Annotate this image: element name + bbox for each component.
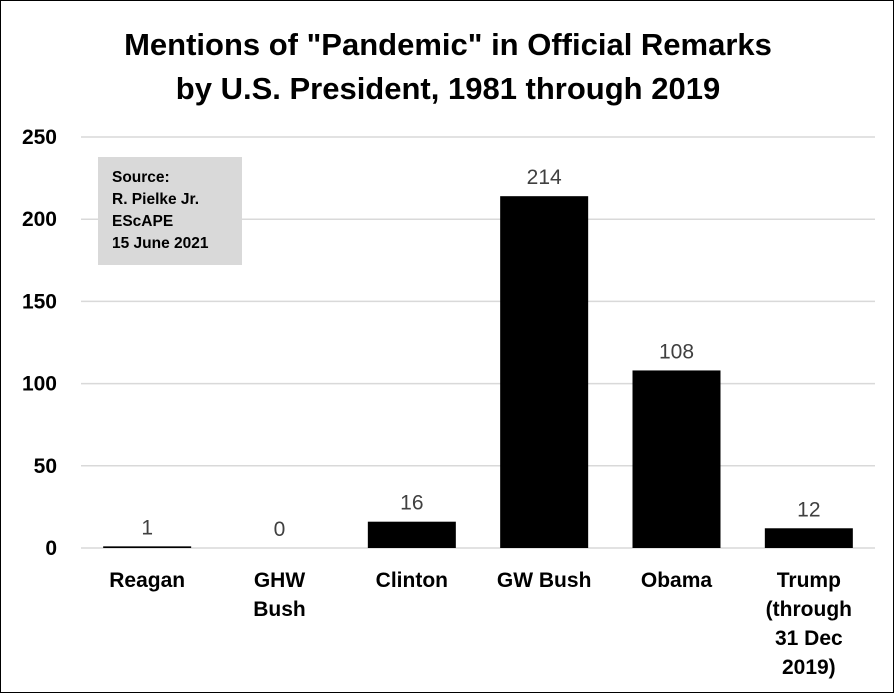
- y-axis-ticks: 0 50 100 150 200 250: [22, 126, 57, 560]
- data-label: 1: [141, 516, 153, 539]
- chart-title-line-1: Mentions of "Pandemic" in Official Remar…: [124, 27, 772, 62]
- bars: [103, 196, 853, 548]
- source-line: Source:: [112, 169, 170, 186]
- chart-title: Mentions of "Pandemic" in Official Remar…: [1, 23, 894, 111]
- data-label: 12: [797, 498, 820, 521]
- y-tick-label: 50: [34, 455, 57, 478]
- data-label: 0: [274, 518, 286, 541]
- category-label: GHW Bush: [253, 569, 306, 621]
- category-label: Obama: [641, 569, 713, 592]
- category-label: Trump (through 31 Dec 2019): [766, 569, 852, 679]
- chart-title-line-2: by U.S. President, 1981 through 2019: [175, 71, 721, 106]
- bar: [500, 196, 589, 548]
- bar: [367, 521, 456, 548]
- category-label: Clinton: [376, 569, 448, 592]
- category-label: Reagan: [109, 569, 185, 592]
- source-line: EScAPE: [112, 213, 174, 230]
- source-line: R. Pielke Jr.: [112, 191, 200, 208]
- y-tick-label: 200: [22, 208, 57, 231]
- y-tick-label: 150: [22, 290, 57, 313]
- x-axis-categories: Reagan GHW Bush Clinton GW Bush Obama Trump (th…: [109, 569, 852, 679]
- data-label: 108: [659, 340, 694, 363]
- data-labels: 1 0 16 214 108 12: [141, 166, 820, 541]
- data-label: 214: [527, 166, 562, 189]
- bar: [764, 528, 853, 548]
- bar: [632, 370, 721, 548]
- source-line: 15 June 2021: [112, 235, 209, 252]
- y-tick-label: 100: [22, 373, 57, 396]
- y-tick-label: 250: [22, 126, 57, 149]
- category-label: GW Bush: [497, 569, 592, 592]
- data-label: 16: [400, 492, 423, 515]
- source-note: Source: R. Pielke Jr. EScAPE 15 June 202…: [98, 157, 242, 265]
- y-tick-label: 0: [45, 537, 57, 560]
- bar: [103, 546, 192, 548]
